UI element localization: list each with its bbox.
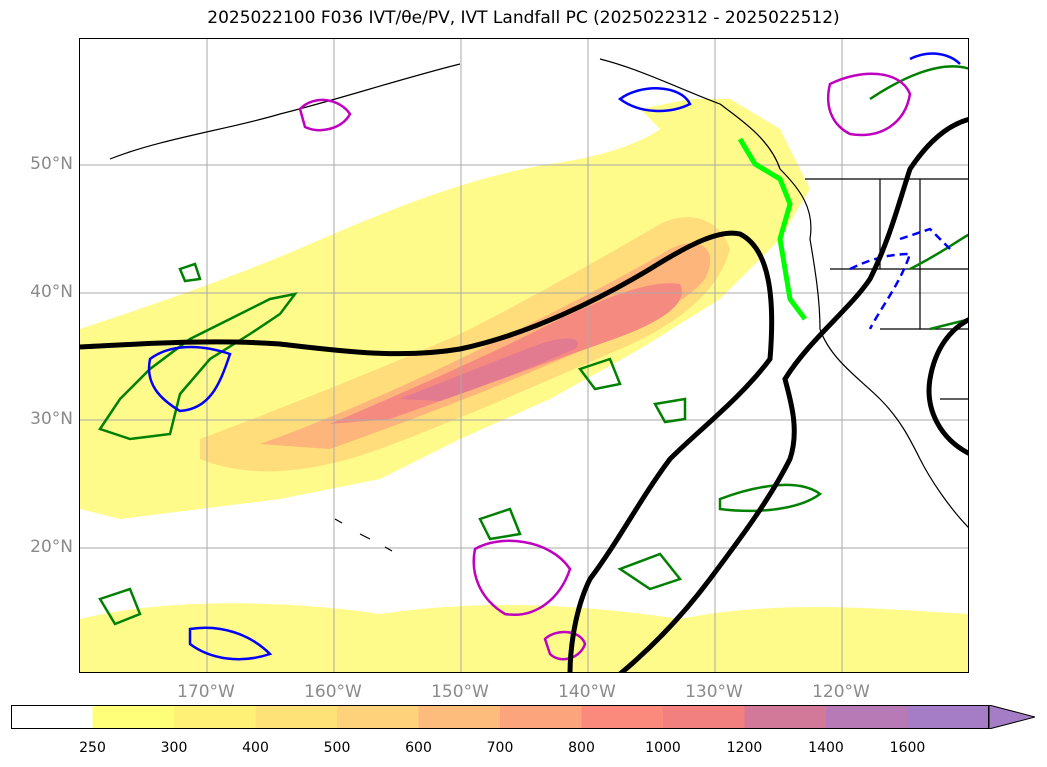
pv-blue-alaska [617,52,961,113]
ivt-light-region [80,99,810,519]
pv-magenta-pacific [472,539,572,617]
colorbar-tick-label: 800 [568,740,595,756]
ivt-mid-region [200,217,730,472]
state-borders [805,178,968,400]
colorbar-tick-label: 1200 [726,740,763,756]
colorbar-segment [11,705,93,729]
map-title: 2025022100 F036 IVT/θe/PV, IVT Landfall … [207,8,840,28]
colorbar-tick-label: 500 [323,740,351,756]
alaska-coast [109,58,781,170]
lon-label-140w: 140°W [558,682,616,702]
colorbar-segment [663,705,745,729]
ivt-shading [80,99,968,672]
colorbar-tick-label: 700 [486,740,514,756]
colorbar-segment [418,705,501,729]
lon-label-150w: 150°W [431,682,489,702]
colorbar-tick-label: 1600 [889,740,926,756]
pv-green-scattered [178,262,687,541]
colorbar-segment [581,705,664,729]
landfall-pc-line [737,137,807,321]
theta-e-main [80,230,775,672]
colorbar-segment [744,705,827,729]
map-panel [79,38,969,673]
coastlines [109,58,968,552]
lon-label-160w: 160°W [304,682,362,702]
colorbar-extend-arrow [988,705,1035,729]
colorbar-segment [907,705,990,729]
pv-green-east-blobs [98,483,823,626]
ivt-pink-region [400,338,579,401]
lat-label-20n: 20°N [30,537,73,557]
colorbar-tick-label: 1000 [645,740,681,756]
ivt-light-south [80,603,968,672]
pv-blue-west [147,345,232,413]
pv-magenta-bc [826,72,912,137]
lat-label-40n: 40°N [30,282,73,302]
colorbar-segment [174,705,256,729]
ivt-light-north [640,99,780,199]
pv-green-contours [98,65,968,626]
colorbar-tick-label: 300 [160,740,188,756]
theta-e-east [618,116,968,672]
colorbar-tick-label: 250 [79,740,106,756]
colorbar-segment [337,705,419,729]
colorbar-tick-label: 600 [405,740,432,756]
theta-e-far-east [926,317,968,456]
ivt-orange-region [260,243,711,449]
colorbar-tick-label: 400 [242,740,269,756]
hawaii-islands [334,518,393,552]
ivt-red-region [330,283,682,424]
north-america-coast [779,168,968,528]
pv-magenta-contours [298,72,912,661]
graticule [80,39,968,672]
pv-blue-south [188,626,273,661]
pv-blue-dashed-east [849,227,951,330]
pv-magenta-alaska [298,98,352,132]
colorbar-segment [255,705,338,729]
pv-green-west [98,292,298,441]
colorbar-segment [92,705,175,729]
lon-label-130w: 130°W [685,682,743,702]
map-svg [80,39,968,672]
colorbar-segments [11,705,990,729]
pv-blue-contours [147,52,961,661]
lat-label-30n: 30°N [30,409,73,429]
lon-label-120w: 120°W [812,682,870,702]
colorbar-tick-label: 1400 [808,740,844,756]
lon-label-170w: 170°W [177,682,235,702]
colorbar-outline [11,705,989,729]
ivt-colorbar [11,705,1035,729]
colorbar-segment [500,705,582,729]
theta-e-contours [80,116,968,672]
lat-label-50n: 50°N [30,154,73,174]
colorbar-segment [826,705,908,729]
pv-magenta-south [543,630,587,661]
